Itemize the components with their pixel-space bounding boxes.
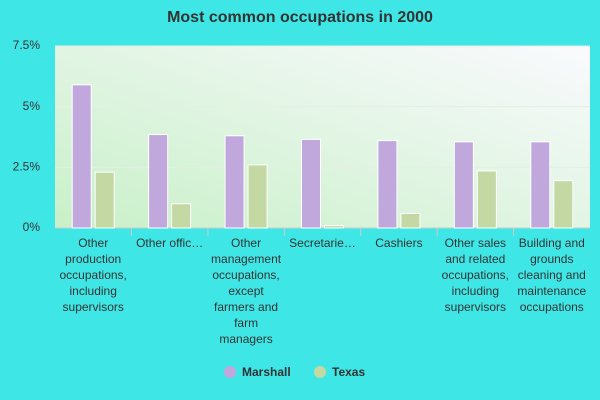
bar	[224, 135, 245, 229]
bar	[324, 225, 344, 229]
bar	[530, 141, 551, 229]
bar	[377, 140, 398, 229]
bar	[553, 180, 574, 229]
y-tick-label: 5%	[23, 99, 41, 113]
bar	[453, 141, 474, 229]
x-tick-label: Other management occupations, except far…	[211, 236, 282, 346]
bar	[148, 134, 169, 229]
legend-swatch	[224, 366, 236, 378]
bar	[301, 138, 321, 229]
bar	[71, 84, 92, 229]
x-tick-label: Other offic…	[136, 236, 204, 250]
bar	[476, 170, 497, 229]
x-tick-label: Cashiers	[375, 236, 423, 250]
y-tick-label: 0%	[23, 220, 41, 234]
bar	[171, 203, 192, 229]
x-tick-label: Other sales and related occupations, inc…	[441, 236, 510, 314]
legend-label: Texas	[332, 365, 365, 379]
plot-area	[55, 46, 590, 228]
y-tick-label: 7.5%	[13, 38, 41, 52]
bar	[94, 171, 115, 229]
bar	[247, 164, 268, 229]
chart-title: Most common occupations in 2000	[167, 9, 433, 26]
x-tick-label: Secretarie…	[289, 236, 356, 250]
legend-swatch	[314, 366, 326, 378]
bar	[400, 212, 421, 229]
legend-label: Marshall	[242, 365, 291, 379]
y-tick-label: 2.5%	[13, 160, 41, 174]
x-tick-label: Other production occupations, including …	[59, 236, 127, 314]
x-tick-label: Building and grounds cleaning and mainte…	[517, 236, 587, 314]
